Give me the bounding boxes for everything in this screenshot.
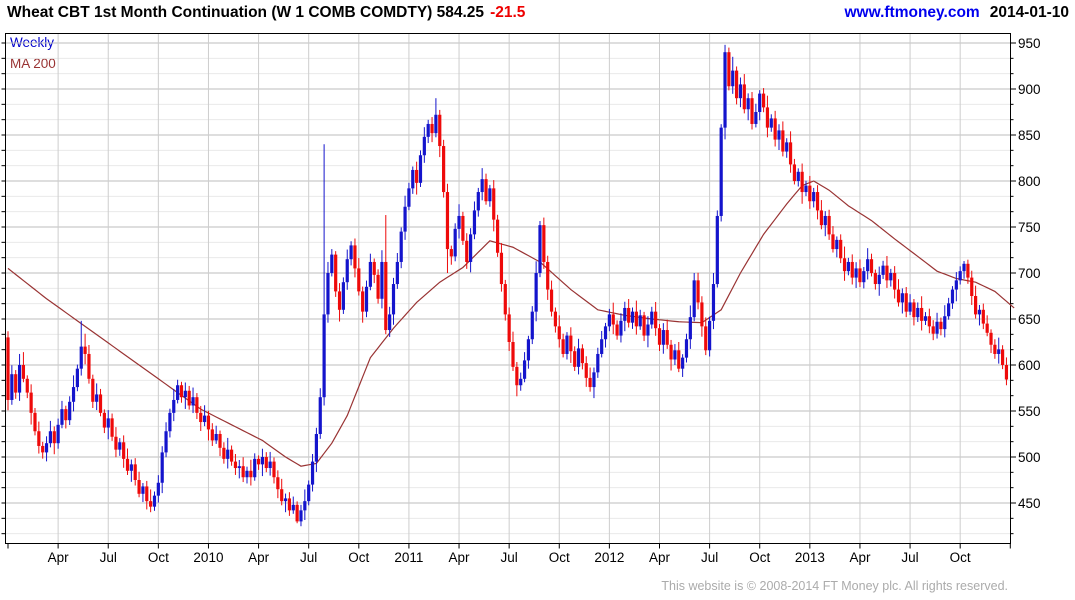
svg-text:500: 500 [1018,450,1041,465]
svg-text:Jul: Jul [501,550,518,565]
svg-text:550: 550 [1018,404,1041,419]
svg-text:Jul: Jul [701,550,718,565]
svg-text:700: 700 [1018,266,1041,281]
svg-text:Apr: Apr [849,550,871,565]
svg-text:Oct: Oct [148,550,169,565]
svg-text:2010: 2010 [193,550,223,565]
svg-text:Apr: Apr [649,550,671,565]
svg-text:750: 750 [1018,220,1041,235]
header-right: www.ftmoney.com 2014-01-10 [844,4,1069,22]
svg-text:600: 600 [1018,358,1041,373]
svg-text:450: 450 [1018,496,1041,511]
svg-text:950: 950 [1018,36,1041,51]
svg-text:900: 900 [1018,82,1041,97]
svg-text:Oct: Oct [950,550,971,565]
svg-text:Apr: Apr [48,550,70,565]
legend-ma200: MA 200 [10,56,56,71]
candles [6,44,1009,527]
svg-text:Apr: Apr [248,550,270,565]
svg-text:2013: 2013 [795,550,825,565]
svg-text:2012: 2012 [594,550,624,565]
svg-text:Apr: Apr [449,550,471,565]
svg-text:Oct: Oct [549,550,570,565]
price-change: -21.5 [490,4,526,21]
svg-text:Jul: Jul [901,550,918,565]
svg-text:Jul: Jul [100,550,117,565]
svg-text:2011: 2011 [394,550,423,565]
copyright-footer: This website is © 2008-2014 FT Money plc… [661,579,1008,593]
date-label: 2014-01-10 [989,4,1069,21]
svg-text:850: 850 [1018,128,1041,143]
instrument-title: Wheat CBT 1st Month Continuation (W 1 CO… [7,4,485,21]
svg-text:650: 650 [1018,312,1041,327]
svg-text:800: 800 [1018,174,1041,189]
svg-text:Oct: Oct [348,550,369,565]
svg-text:Jul: Jul [300,550,317,565]
ftmoney-link[interactable]: www.ftmoney.com [844,4,980,21]
chart-title: Wheat CBT 1st Month Continuation (W 1 CO… [7,4,525,22]
svg-text:Oct: Oct [749,550,770,565]
